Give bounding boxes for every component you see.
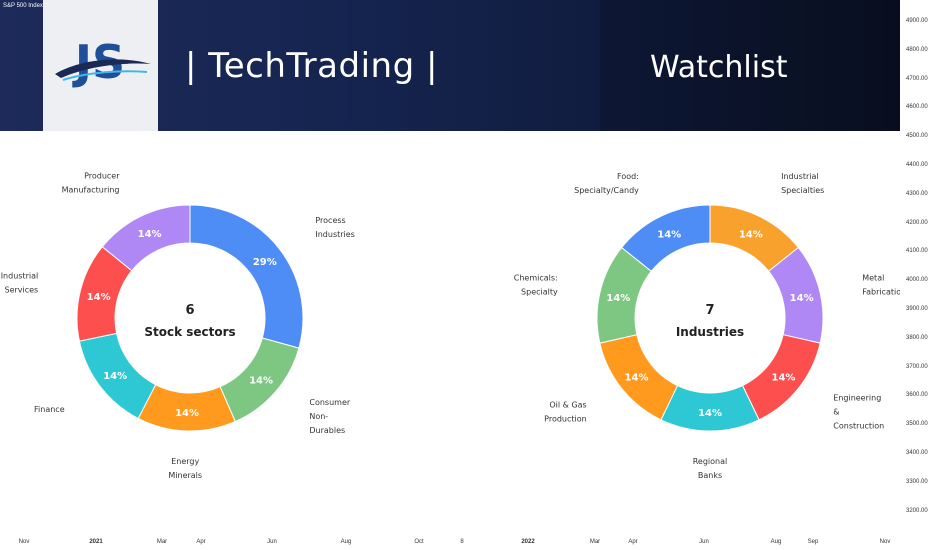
slice-percent-label: 14% <box>739 229 763 240</box>
logo-icon: JS <box>55 35 151 89</box>
section-title: Watchlist <box>650 50 788 85</box>
center-value: 6 <box>185 303 194 318</box>
price-axis-label: 3800.00 <box>906 334 928 341</box>
center-label: Industries <box>676 325 744 339</box>
time-axis-label: Mar <box>156 539 168 545</box>
slice-percent-label: 14% <box>138 229 162 240</box>
category-label: Process Industries <box>315 216 354 239</box>
donut-slice <box>620 204 711 272</box>
slice-percent-label: 14% <box>698 408 722 419</box>
logo: JS <box>43 0 158 131</box>
time-axis[interactable]: Nov 2021 Mar Apr Jun Aug Oct 8 2022 Mar Apr Jun Aug S… <box>0 535 900 550</box>
price-axis-label: 4300.00 <box>906 190 928 197</box>
price-axis-label: 4100.00 <box>906 248 928 255</box>
donut-charts: 29% Process Industries 14% Consumer Non-Durab… <box>1 172 900 480</box>
time-axis-label: Nov <box>879 539 891 545</box>
time-axis-label: Aug <box>770 539 782 545</box>
price-axis-label: 3500.00 <box>906 421 928 428</box>
time-axis-label: 8 <box>460 539 464 545</box>
time-axis-label: Aug <box>340 539 352 545</box>
price-axis-label: 3900.00 <box>906 306 928 312</box>
header-banner-right <box>600 0 900 131</box>
time-axis-label: Oct <box>414 539 424 545</box>
category-label: Consumer Non-Durables <box>309 398 351 435</box>
time-axis-label: Jun <box>267 539 277 545</box>
time-axis-label: 2022 <box>521 539 535 545</box>
category-label: Food: Specialty/Candy <box>574 172 639 195</box>
time-axis-label: 2021 <box>89 539 103 545</box>
price-axis-label: 4400.00 <box>906 162 928 168</box>
slice-percent-label: 14% <box>625 373 649 384</box>
category-label: MetalFabrication <box>862 274 900 297</box>
price-axis-label: 3400.00 <box>906 450 928 456</box>
time-axis-label: Apr <box>196 539 206 545</box>
slice-percent-label: 14% <box>87 292 111 303</box>
price-axis-label: 4900.00 <box>906 18 928 24</box>
slice-percent-label: 14% <box>103 371 127 382</box>
slice-percent-label: 14% <box>175 408 199 419</box>
slice-percent-label: 14% <box>249 376 273 387</box>
price-axis-label: 4200.00 <box>906 219 928 226</box>
price-axis-label: 4800.00 <box>906 46 928 53</box>
time-axis-label: Jun <box>699 539 709 545</box>
category-label: Industrial Services <box>1 272 39 295</box>
category-label: Oil & Gas Production <box>544 401 587 424</box>
donut-slice <box>101 204 191 272</box>
brand-title: | TechTrading | <box>185 46 438 86</box>
category-label: Finance <box>34 405 65 414</box>
slice-percent-label: 14% <box>606 293 630 304</box>
category-label: Chemicals: Specialty <box>514 274 558 297</box>
price-axis-label: 4500.00 <box>906 133 928 140</box>
time-axis-label: Nov <box>18 539 30 545</box>
center-label: Stock sectors <box>144 325 235 339</box>
category-label: Engineering & Construction <box>833 394 884 431</box>
slice-percent-label: 29% <box>253 257 277 268</box>
slice-percent-label: 14% <box>657 229 681 240</box>
price-axis-label: 3200.00 <box>906 507 928 514</box>
center-value: 7 <box>705 303 714 318</box>
price-axis-label: 4000.00 <box>906 277 928 284</box>
category-label: Energy Minerals <box>168 457 202 480</box>
time-axis-label: Apr <box>628 539 638 545</box>
price-axis[interactable]: 4900.00 4800.00 4700.00 4600.00 4500.00 4400.… <box>900 0 932 550</box>
time-axis-label: Sep <box>807 539 819 545</box>
time-axis-label: Mar <box>589 539 601 545</box>
category-label: Industrial Specialties <box>781 172 824 195</box>
slice-percent-label: 14% <box>772 373 796 384</box>
price-axis-label: 4600.00 <box>906 104 928 111</box>
price-axis-label: 3700.00 <box>906 363 928 370</box>
price-axis-label: 3600.00 <box>906 392 928 399</box>
category-label: Regional Banks <box>693 457 728 480</box>
slice-percent-label: 14% <box>790 293 814 304</box>
price-axis-label: 3300.00 <box>906 478 928 485</box>
category-label: Producer Manufacturing <box>62 172 121 195</box>
price-axis-label: 4700.00 <box>906 75 928 82</box>
